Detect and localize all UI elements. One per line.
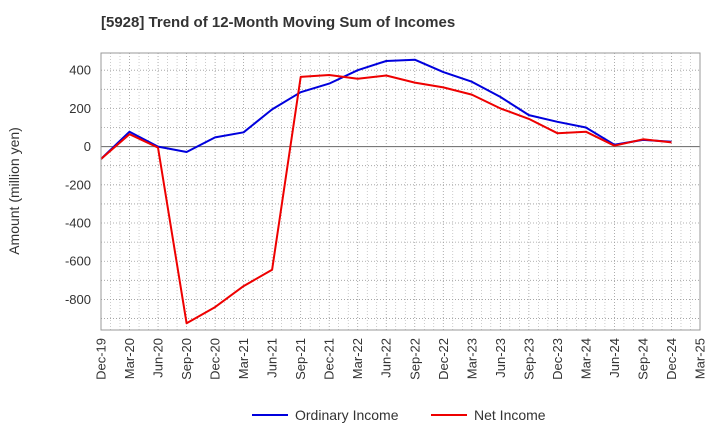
y-tick-labels: 400 200 0 -200 -400 -600 -800 [65,63,91,307]
x-tick-label: Mar-25 [693,338,708,379]
y-tick-label: 400 [69,63,91,78]
x-tick-label: Jun-21 [265,338,280,378]
x-tick-label: Jun-20 [151,338,166,378]
x-tick-label: Sep-23 [521,338,536,380]
x-tick-labels: Dec-19 Mar-20 Jun-20 Sep-20 Dec-20 Mar-21 Jun-… [94,338,708,380]
series-lines [100,58,672,325]
x-tick-label: Mar-24 [578,338,593,379]
grid-lines [100,53,701,330]
x-tick-label: Sep-21 [293,338,308,380]
x-tick-label: Sep-22 [407,338,422,380]
x-tick-label: Jun-23 [493,338,508,378]
series-line [100,58,672,160]
y-axis-label: Amount (million yen) [6,127,22,255]
x-tick-label: Mar-20 [122,338,137,379]
x-tick-label: Dec-21 [322,338,337,380]
x-tick-label: Sep-20 [179,338,194,380]
x-tick-label: Dec-19 [94,338,109,380]
y-tick-label: 200 [69,101,91,116]
legend-label: Ordinary Income [295,407,399,423]
y-tick-label: -400 [65,216,91,231]
y-tick-label: -200 [65,177,91,192]
chart-title: [5928] Trend of 12-Month Moving Sum of I… [101,14,456,31]
y-tick-label: 0 [84,139,91,154]
x-tick-label: Dec-22 [436,338,451,380]
x-tick-label: Jun-24 [607,338,622,378]
legend: Ordinary Income Net Income [252,407,546,423]
series-line [100,74,672,325]
x-tick-label: Jun-22 [379,338,394,378]
x-tick-label: Dec-23 [550,338,565,380]
x-tick-label: Sep-24 [635,338,650,380]
legend-label: Net Income [474,407,546,423]
x-tick-label: Dec-24 [664,338,679,380]
y-tick-label: -600 [65,254,91,269]
plot-frame [100,52,701,331]
y-tick-label: -800 [65,292,91,307]
x-tick-label: Mar-23 [464,338,479,379]
x-tick-label: Mar-21 [236,338,251,379]
x-tick-label: Dec-20 [208,338,223,380]
x-tick-label: Mar-22 [350,338,365,379]
